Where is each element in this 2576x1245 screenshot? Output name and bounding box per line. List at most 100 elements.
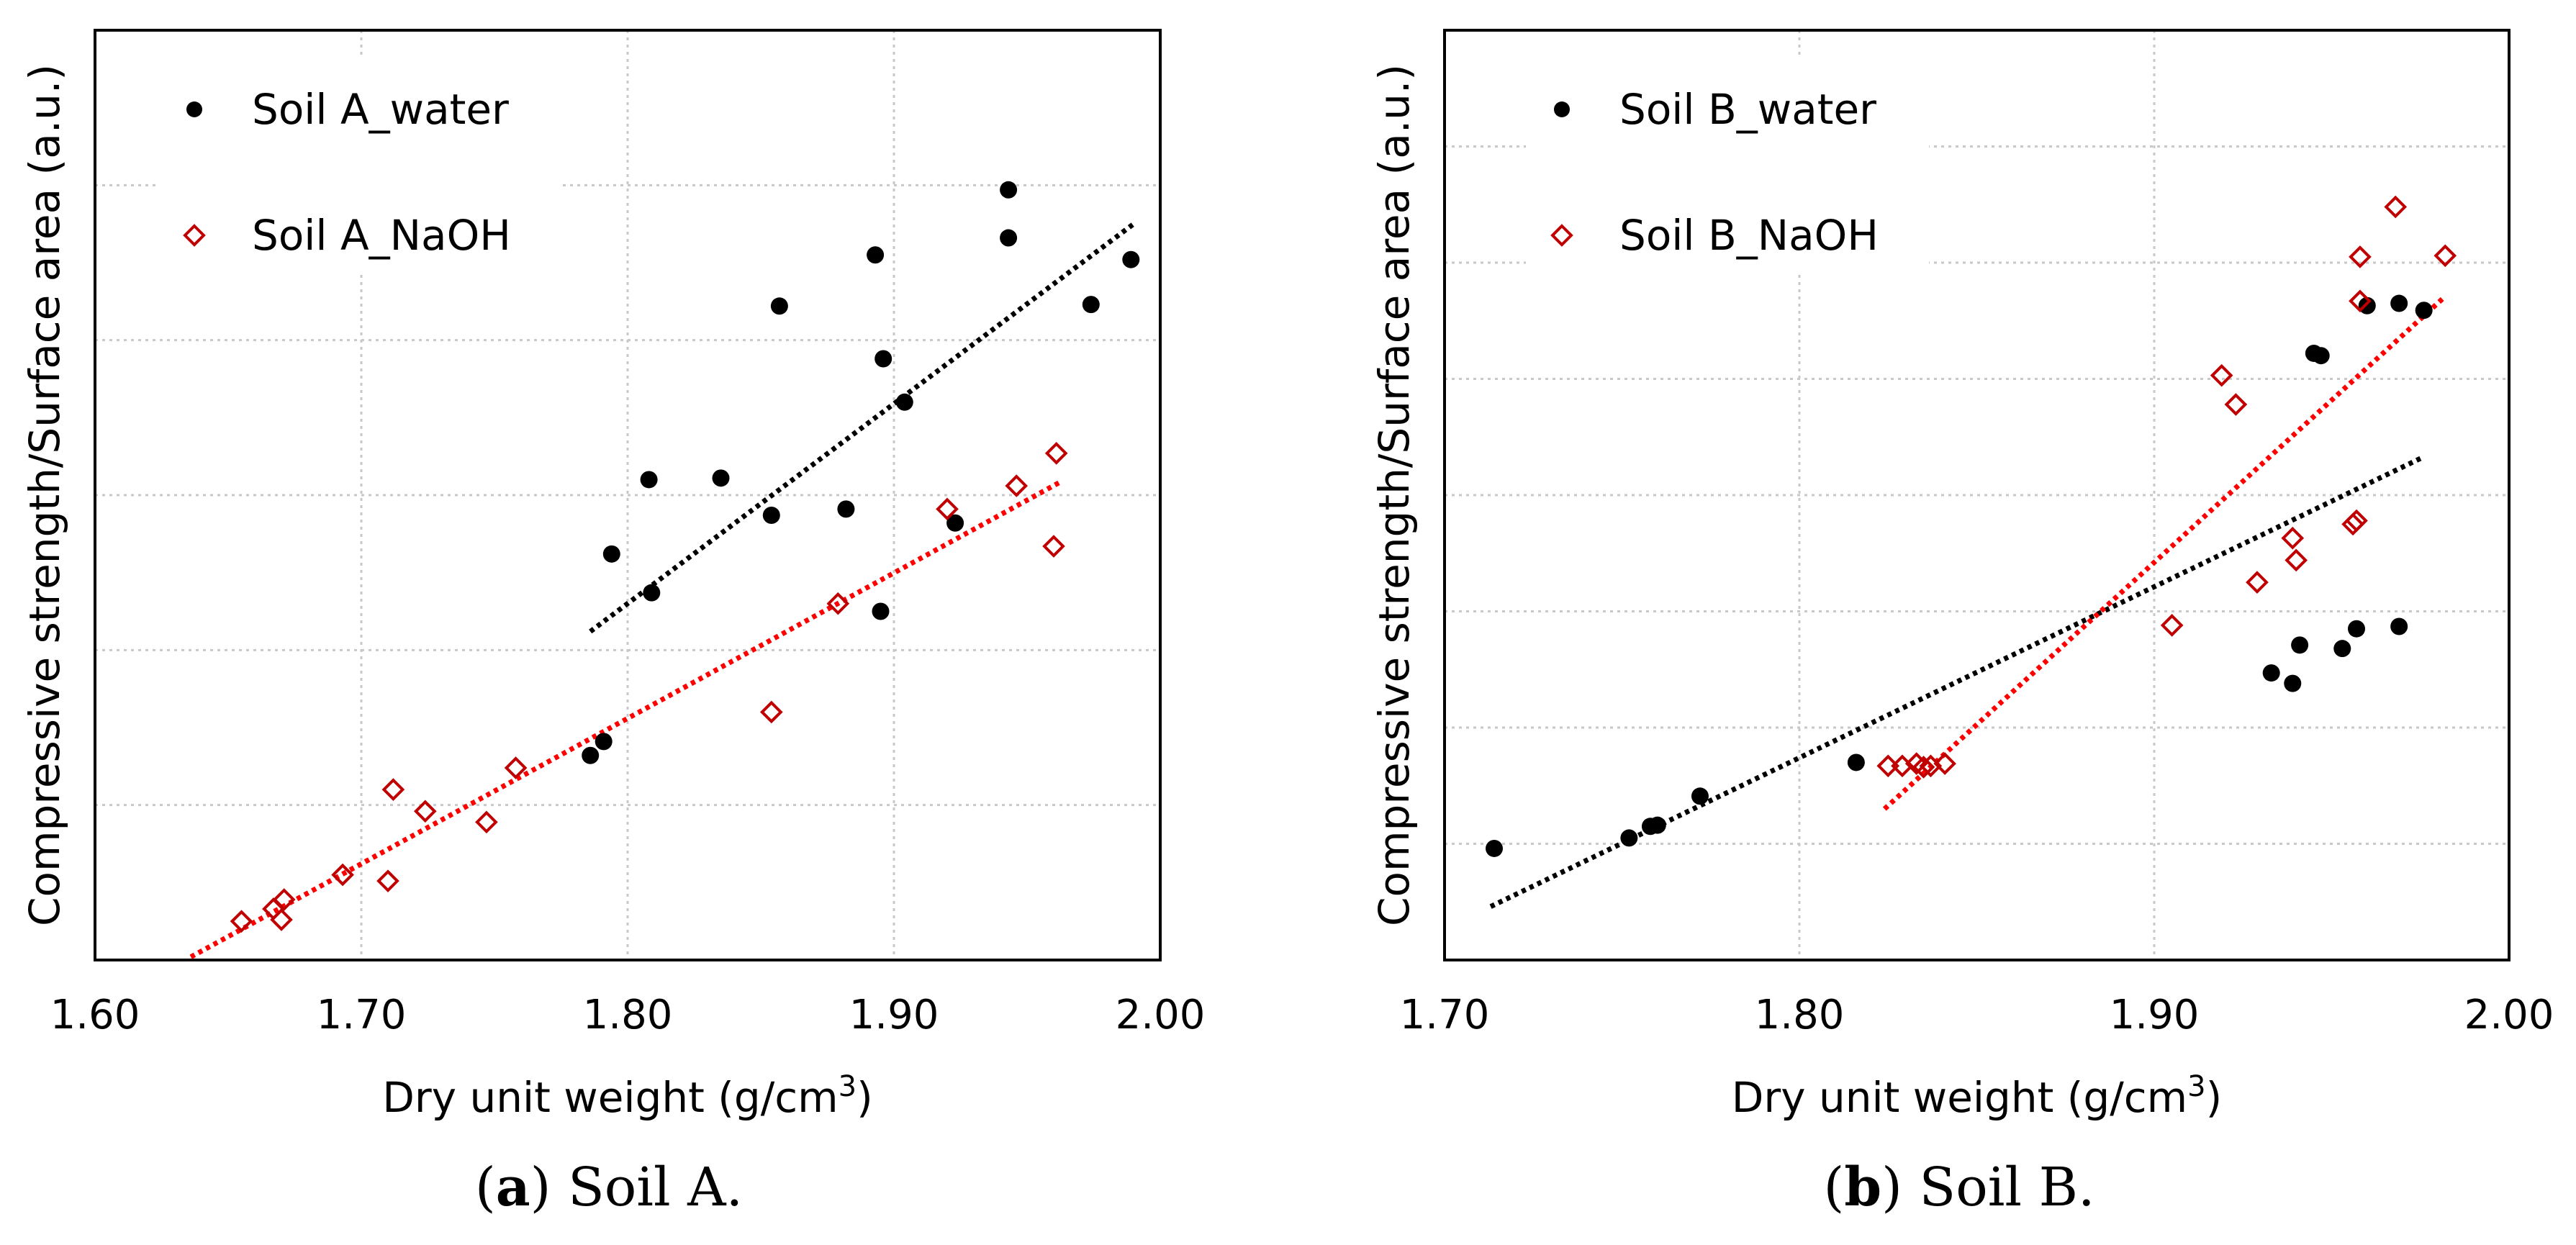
legend-label-water: Soil A_water [252,85,509,134]
x-tick-label: 1.80 [583,992,673,1038]
x-tick-label: 1.70 [317,992,407,1038]
point-water [1486,839,1504,857]
legend-marker-naoh [1550,224,1573,247]
point-water [2333,640,2351,658]
point-water [837,500,855,518]
point-naoh [2433,244,2457,268]
point-naoh [826,592,850,615]
point-naoh [936,497,959,521]
chart-soil-b: 1.70 1.80 1.90 2.00 Soil B_water Soil B_NaO… [1370,29,2554,1218]
point-naoh [2384,195,2408,219]
chart-soil-a: 1.60 1.70 1.80 1.90 2.00 Soil A_water Soil A… [20,29,1206,1218]
x-tick-label: 1.90 [2110,992,2200,1038]
x-tick-label: 1.80 [1755,992,1845,1038]
point-naoh [413,800,437,823]
legend-marker-water [186,101,202,117]
point-water [1691,787,1709,805]
x-axis-label: Dry unit weight (g/cm3) [382,1070,873,1122]
point-naoh [331,863,354,887]
point-water [1648,816,1666,834]
point-naoh [1042,535,1065,558]
point-naoh [1912,756,1935,779]
legend: Soil A_water Soil A_NaOH [158,58,561,273]
point-naoh [475,810,498,834]
legend: Soil B_water Soil B_NaOH [1526,58,1929,273]
caption: (b) Soil B. [1823,1156,2094,1218]
point-naoh [2210,363,2233,387]
data-points [230,181,1140,933]
y-axis-label: Compressive strength/Surface area (a.u.) [1370,64,1419,926]
grid [1445,30,2509,960]
point-naoh [1005,474,1029,497]
legend-label-naoh: Soil A_NaOH [252,211,511,260]
point-water [2348,620,2366,638]
point-water [2390,617,2408,635]
point-water [643,584,661,602]
point-water [602,545,620,563]
point-water [1082,296,1100,314]
point-water [1847,753,1865,771]
plot-frame [94,29,1162,961]
point-water [762,506,780,524]
point-water [2291,636,2309,654]
point-water [582,746,600,764]
x-tick-label: 1.70 [1400,992,1490,1038]
trendline-naoh [1882,294,2447,811]
point-naoh [2284,548,2308,572]
point-naoh [1044,442,1068,465]
legend-marker-naoh [183,224,206,247]
x-tick-label: 2.00 [2464,992,2554,1038]
point-naoh [2246,571,2269,594]
point-naoh [2349,289,2372,313]
x-tick-label: 2.00 [1116,992,1206,1038]
x-tick-labels: 1.70 1.80 1.90 2.00 [1400,992,2554,1038]
point-water [2284,674,2302,692]
point-naoh [270,908,293,931]
point-naoh [1933,752,1956,775]
x-tick-labels: 1.60 1.70 1.80 1.90 2.00 [50,992,1206,1038]
point-water [875,350,892,368]
point-water [1000,229,1018,247]
point-water [640,471,658,489]
point-naoh [504,756,528,779]
data-points [1486,195,2457,857]
point-naoh [2160,614,2184,637]
point-water [2415,302,2433,320]
x-tick-label: 1.60 [50,992,140,1038]
x-tick-label: 1.90 [849,992,939,1038]
point-water [895,393,913,411]
point-water [946,514,964,532]
trendline-water [589,222,1136,634]
point-water [770,297,788,315]
point-naoh [272,888,296,911]
point-naoh [759,700,783,724]
y-axis-label: Compressive strength/Surface area (a.u.) [20,64,69,926]
legend-background [1526,58,1929,273]
grid [95,30,1160,960]
point-naoh [376,869,399,893]
legend-marker-water [1554,101,1570,117]
point-water [595,733,613,751]
legend-background [158,58,561,273]
point-naoh [230,910,253,933]
point-water [2390,294,2408,312]
x-axis-label: Dry unit weight (g/cm3) [1732,1070,2223,1122]
point-naoh [2224,393,2248,416]
legend-label-naoh: Soil B_NaOH [1619,211,1879,260]
point-water [712,469,730,487]
point-naoh [2281,526,2305,550]
point-water [2262,664,2280,682]
point-water [1620,829,1638,847]
point-water [1000,181,1018,199]
trendlines [1489,294,2447,909]
point-naoh [2349,245,2372,268]
point-water [867,246,885,264]
point-naoh [2345,509,2368,533]
point-water [872,602,890,620]
point-water [2312,347,2330,365]
point-naoh [381,778,405,801]
caption: (a) Soil A. [475,1156,743,1218]
point-water [1122,250,1140,268]
plot-frame [1443,29,2511,961]
